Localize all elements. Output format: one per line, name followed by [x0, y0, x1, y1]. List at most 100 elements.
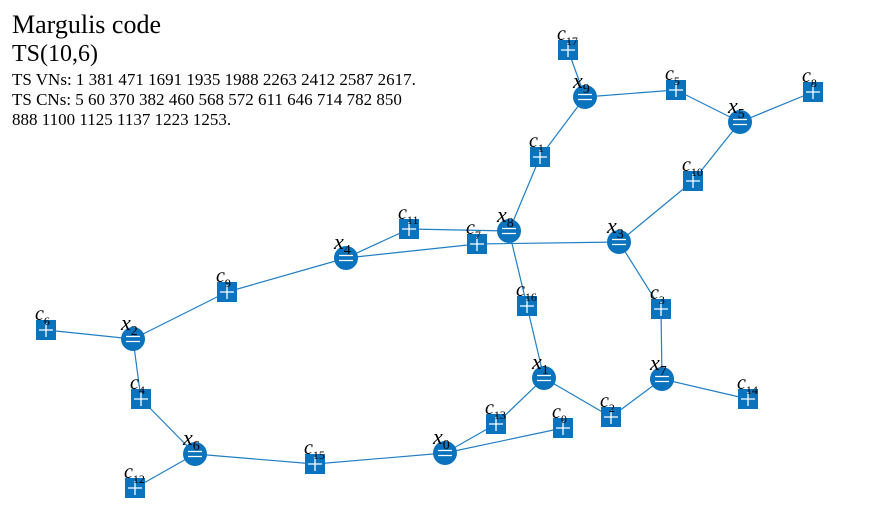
equals-icon: [537, 374, 551, 382]
node-label-c9: c9: [216, 265, 231, 290]
variable-node-circle: [728, 110, 752, 134]
equals-icon: [438, 449, 452, 457]
node-label-x0: x0: [432, 424, 450, 453]
check-node-c1: c1: [529, 130, 550, 167]
plus-icon: [134, 392, 148, 406]
equals-icon: [578, 93, 592, 101]
node-label-x8: x8: [496, 202, 514, 231]
ts-cns-line-1: TS CNs: 5 60 370 382 460 568 572 611 646…: [12, 90, 402, 109]
variable-node-x0: x0: [432, 424, 457, 465]
check-node-c9: c9: [216, 265, 237, 302]
edge-x6-c15: [194, 453, 316, 465]
equals-icon: [126, 335, 140, 343]
variable-node-circle: [121, 327, 145, 351]
node-label-x1: x1: [531, 349, 549, 378]
node-label-x7: x7: [649, 350, 667, 379]
variable-node-x2: x2: [120, 310, 145, 351]
edge-x4-c9: [226, 257, 347, 293]
node-label-c2: c2: [600, 390, 615, 415]
check-node-c13: c13: [485, 397, 506, 434]
plus-icon: [741, 392, 755, 406]
check-node-c14: c14: [737, 372, 758, 409]
node-label-c1: c1: [529, 130, 544, 155]
page-title: Margulis code: [12, 10, 161, 39]
plus-icon: [470, 237, 484, 251]
variable-node-circle: [573, 85, 597, 109]
plus-icon: [402, 222, 416, 236]
node-label-x4: x4: [333, 229, 351, 258]
equals-icon: [733, 118, 747, 126]
page-subtitle: TS(10,6): [12, 41, 98, 67]
trapping-set-info: TS VNs: 1 381 471 1691 1935 1988 2263 24…: [12, 70, 612, 130]
node-label-c12: c12: [124, 461, 145, 486]
node-label-c10: c10: [682, 154, 703, 179]
plus-icon: [308, 457, 322, 471]
edge-x2-c9: [132, 291, 228, 340]
node-label-c4: c4: [130, 372, 145, 397]
check-node-c8: c8: [802, 65, 823, 102]
check-node-c4: c4: [130, 372, 151, 409]
node-label-x6: x6: [182, 425, 200, 454]
graph-nodes: c0 c1 c2 c3 c4 c5 c6 c7 c8 c9 c10 c11 c12 c13 c14 c15 c1…: [35, 23, 823, 498]
check-node-c0: c0: [552, 401, 573, 438]
node-label-c8: c8: [802, 65, 817, 90]
variable-node-circle: [650, 367, 674, 391]
edge-x2-c6: [45, 329, 134, 340]
plus-icon: [806, 85, 820, 99]
check-node-c17: c17: [557, 23, 578, 60]
ts-vns-line: TS VNs: 1 381 471 1691 1935 1988 2263 24…: [12, 70, 416, 89]
edge-x8-c1: [508, 156, 541, 232]
plus-icon: [686, 174, 700, 188]
node-label-c6: c6: [35, 303, 50, 328]
node-label-c16: c16: [516, 279, 537, 304]
plus-icon: [220, 285, 234, 299]
node-label-c15: c15: [304, 437, 325, 462]
check-node-c11: c11: [398, 202, 419, 239]
edge-x8-c11: [408, 228, 510, 232]
check-node-c6: c6: [35, 303, 56, 340]
equals-icon: [502, 227, 516, 235]
variable-node-x5: x5: [727, 93, 752, 134]
variable-node-circle: [433, 441, 457, 465]
node-label-c0: c0: [552, 401, 567, 426]
plus-icon: [520, 299, 534, 313]
variable-node-circle: [334, 246, 358, 270]
ts-cns-line-2: 888 1100 1125 1137 1223 1253.: [12, 110, 232, 129]
node-label-c3: c3: [650, 282, 665, 307]
edge-x0-c15: [314, 452, 446, 465]
equals-icon: [339, 254, 353, 262]
equals-icon: [612, 238, 626, 246]
edge-x7-c14: [661, 378, 749, 400]
variable-node-x1: x1: [531, 349, 556, 390]
check-node-c2: c2: [600, 390, 621, 427]
variable-node-circle: [497, 219, 521, 243]
plus-icon: [604, 410, 618, 424]
check-node-c12: c12: [124, 461, 145, 498]
node-label-c7: c7: [466, 217, 481, 242]
check-node-c5: c5: [665, 63, 686, 100]
edge-x0-c0: [444, 427, 564, 454]
variable-node-circle: [607, 230, 631, 254]
variable-node-x7: x7: [649, 350, 674, 391]
plus-icon: [556, 421, 570, 435]
node-label-c11: c11: [398, 202, 418, 227]
node-label-x3: x3: [606, 213, 624, 242]
check-node-c16: c16: [516, 279, 537, 316]
edge-x3-c7: [476, 241, 620, 245]
plus-icon: [654, 302, 668, 316]
variable-node-circle: [183, 442, 207, 466]
edge-x4-c7: [345, 243, 478, 259]
variable-node-x8: x8: [496, 202, 521, 243]
node-label-c17: c17: [557, 23, 578, 48]
variable-node-x9: x9: [572, 68, 597, 109]
check-node-c7: c7: [466, 217, 487, 254]
graph-edges: [45, 49, 814, 489]
header: Margulis code TS(10,6) TS VNs: 1 381 471…: [12, 10, 612, 130]
check-node-c10: c10: [682, 154, 703, 191]
node-label-x2: x2: [120, 310, 138, 339]
plus-icon: [561, 43, 575, 57]
edge-x3-c10: [618, 180, 694, 243]
edge-x1-c2: [543, 377, 612, 418]
variable-node-x6: x6: [182, 425, 207, 466]
